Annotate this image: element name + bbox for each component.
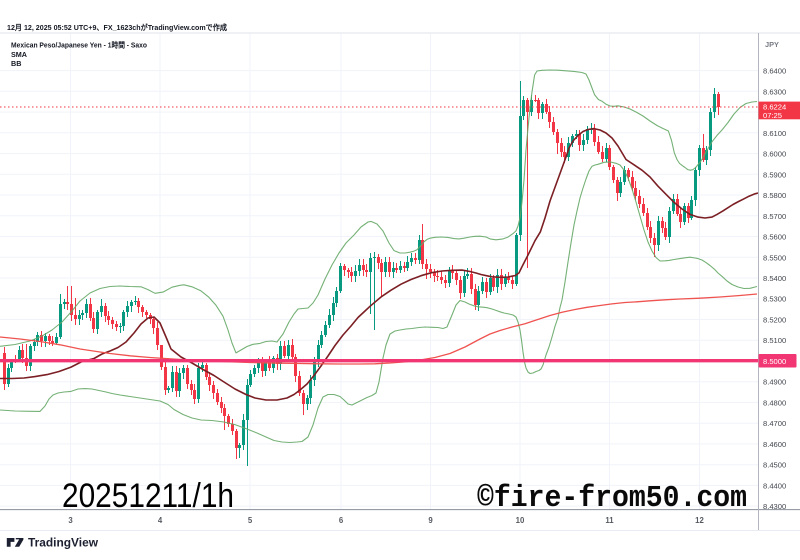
svg-text:8.4800: 8.4800 xyxy=(763,398,786,407)
svg-text:11: 11 xyxy=(605,516,614,525)
svg-text:8.4900: 8.4900 xyxy=(763,378,786,387)
svg-text:8.5200: 8.5200 xyxy=(763,316,786,325)
svg-text:4: 4 xyxy=(158,516,163,525)
svg-text:Mexican Peso/Japanese Yen - 1時: Mexican Peso/Japanese Yen - 1時間 - Saxo xyxy=(11,40,147,50)
svg-text:8.4400: 8.4400 xyxy=(763,481,786,490)
svg-text:10: 10 xyxy=(516,516,525,525)
svg-text:8.6400: 8.6400 xyxy=(763,67,786,76)
svg-text:8.5500: 8.5500 xyxy=(763,253,786,262)
svg-text:07:25: 07:25 xyxy=(763,111,782,120)
svg-text:8.5600: 8.5600 xyxy=(763,233,786,242)
svg-text:8.6224: 8.6224 xyxy=(763,103,786,112)
svg-text:8.5700: 8.5700 xyxy=(763,212,786,221)
svg-text:12月 12, 2025 05:52 UTC+9、FX_16: 12月 12, 2025 05:52 UTC+9、FX_1623chがTradi… xyxy=(7,22,227,32)
svg-text:8.4500: 8.4500 xyxy=(763,461,786,470)
svg-text:BB: BB xyxy=(11,59,21,68)
svg-text:8.5800: 8.5800 xyxy=(763,191,786,200)
svg-text:TradingView: TradingView xyxy=(28,535,99,549)
svg-text:8.4300: 8.4300 xyxy=(763,502,786,511)
svg-text:8.6300: 8.6300 xyxy=(763,87,786,96)
svg-text:6: 6 xyxy=(339,516,344,525)
svg-text:©fire-from50.com: ©fire-from50.com xyxy=(477,481,747,516)
svg-text:8.6100: 8.6100 xyxy=(763,129,786,138)
svg-text:3: 3 xyxy=(68,516,73,525)
svg-text:20251211/1h: 20251211/1h xyxy=(62,477,234,515)
svg-text:8.4600: 8.4600 xyxy=(763,440,786,449)
svg-text:SMA: SMA xyxy=(11,50,27,59)
svg-text:8.5900: 8.5900 xyxy=(763,170,786,179)
svg-text:8.6000: 8.6000 xyxy=(763,150,786,159)
svg-text:8.4700: 8.4700 xyxy=(763,419,786,428)
svg-text:8.5100: 8.5100 xyxy=(763,336,786,345)
svg-text:JPY: JPY xyxy=(765,40,779,49)
svg-text:9: 9 xyxy=(428,516,433,525)
svg-text:8.5300: 8.5300 xyxy=(763,295,786,304)
svg-text:8.5400: 8.5400 xyxy=(763,274,786,283)
svg-text:8.5000: 8.5000 xyxy=(763,357,786,366)
svg-text:12: 12 xyxy=(695,516,704,525)
svg-text:5: 5 xyxy=(248,516,253,525)
